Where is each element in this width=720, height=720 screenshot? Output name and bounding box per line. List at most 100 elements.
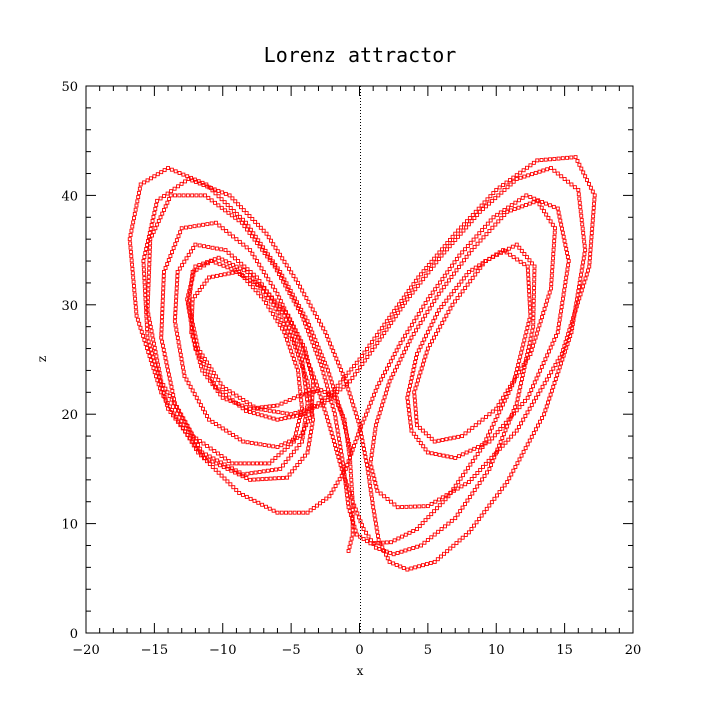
data-point	[315, 383, 319, 388]
data-point	[509, 434, 514, 439]
data-point	[414, 352, 419, 356]
data-point	[334, 447, 339, 451]
data-point	[466, 270, 471, 274]
data-point	[179, 226, 184, 231]
data-point	[551, 256, 555, 261]
data-point	[310, 406, 315, 410]
data-point	[346, 370, 351, 375]
data-point	[268, 476, 273, 481]
data-point	[216, 377, 221, 382]
data-point	[527, 340, 532, 345]
data-point	[403, 300, 407, 305]
data-point	[389, 499, 393, 504]
data-point	[370, 448, 375, 453]
data-point	[290, 324, 295, 329]
data-point	[566, 259, 571, 263]
data-point	[398, 357, 403, 362]
data-point	[321, 498, 326, 503]
data-point	[341, 420, 346, 425]
data-point	[311, 506, 316, 510]
data-point	[435, 557, 440, 562]
data-point	[271, 508, 276, 513]
data-point	[283, 325, 288, 330]
data-point	[388, 550, 393, 555]
data-point	[162, 168, 167, 173]
data-point	[337, 404, 342, 409]
data-point	[407, 387, 412, 392]
data-point	[482, 510, 487, 515]
data-point	[149, 347, 153, 352]
data-point	[134, 203, 139, 208]
data-point	[148, 358, 153, 363]
data-point	[422, 337, 427, 342]
data-point	[504, 250, 509, 255]
data-point	[477, 209, 482, 214]
data-point	[346, 505, 351, 510]
data-point	[527, 201, 532, 206]
data-point	[407, 547, 412, 552]
data-point	[514, 408, 519, 413]
data-point	[188, 384, 193, 389]
data-point	[374, 484, 379, 489]
data-point	[418, 272, 423, 277]
data-point	[306, 328, 310, 333]
data-point	[426, 515, 431, 520]
data-point	[574, 297, 579, 302]
data-point	[506, 437, 511, 442]
data-point	[279, 318, 284, 323]
data-point	[196, 450, 201, 455]
data-point	[242, 461, 247, 466]
data-point	[432, 509, 437, 514]
data-point	[340, 371, 345, 376]
data-point	[473, 265, 478, 270]
data-point	[523, 414, 528, 418]
data-point	[152, 210, 157, 215]
data-point	[219, 473, 224, 478]
data-point	[175, 270, 180, 274]
data-point	[355, 368, 360, 373]
data-point	[548, 157, 552, 162]
data-point	[259, 407, 264, 412]
data-point	[288, 329, 293, 334]
data-point	[507, 476, 512, 481]
data-point	[401, 295, 406, 300]
data-point	[519, 377, 524, 382]
data-point	[331, 349, 336, 354]
data-point	[466, 480, 471, 484]
data-point	[303, 381, 307, 386]
data-point	[199, 364, 203, 369]
data-point	[433, 287, 438, 292]
data-point	[242, 276, 247, 281]
data-point	[484, 204, 488, 209]
data-point	[562, 238, 567, 243]
data-point	[193, 242, 198, 247]
data-point	[371, 440, 376, 445]
data-point	[283, 441, 288, 446]
data-point	[350, 399, 354, 404]
data-point	[386, 363, 391, 367]
data-point	[413, 402, 418, 407]
data-point	[476, 206, 481, 211]
data-point	[494, 187, 499, 192]
data-point	[156, 218, 161, 223]
data-point	[143, 288, 147, 293]
data-point	[453, 237, 458, 242]
data-point	[159, 390, 164, 395]
data-point	[370, 500, 375, 505]
data-point	[161, 290, 166, 295]
data-point	[329, 345, 334, 350]
data-point	[401, 566, 406, 570]
data-point	[357, 365, 362, 370]
data-point	[347, 391, 352, 396]
data-point	[174, 238, 179, 243]
data-point	[365, 466, 370, 471]
data-point	[301, 431, 306, 435]
data-point	[237, 491, 242, 495]
data-point	[348, 540, 353, 545]
data-point	[287, 325, 292, 330]
data-point	[454, 268, 459, 273]
data-point	[160, 311, 165, 315]
data-point	[188, 224, 193, 229]
data-point	[143, 342, 148, 346]
data-point	[254, 406, 259, 411]
